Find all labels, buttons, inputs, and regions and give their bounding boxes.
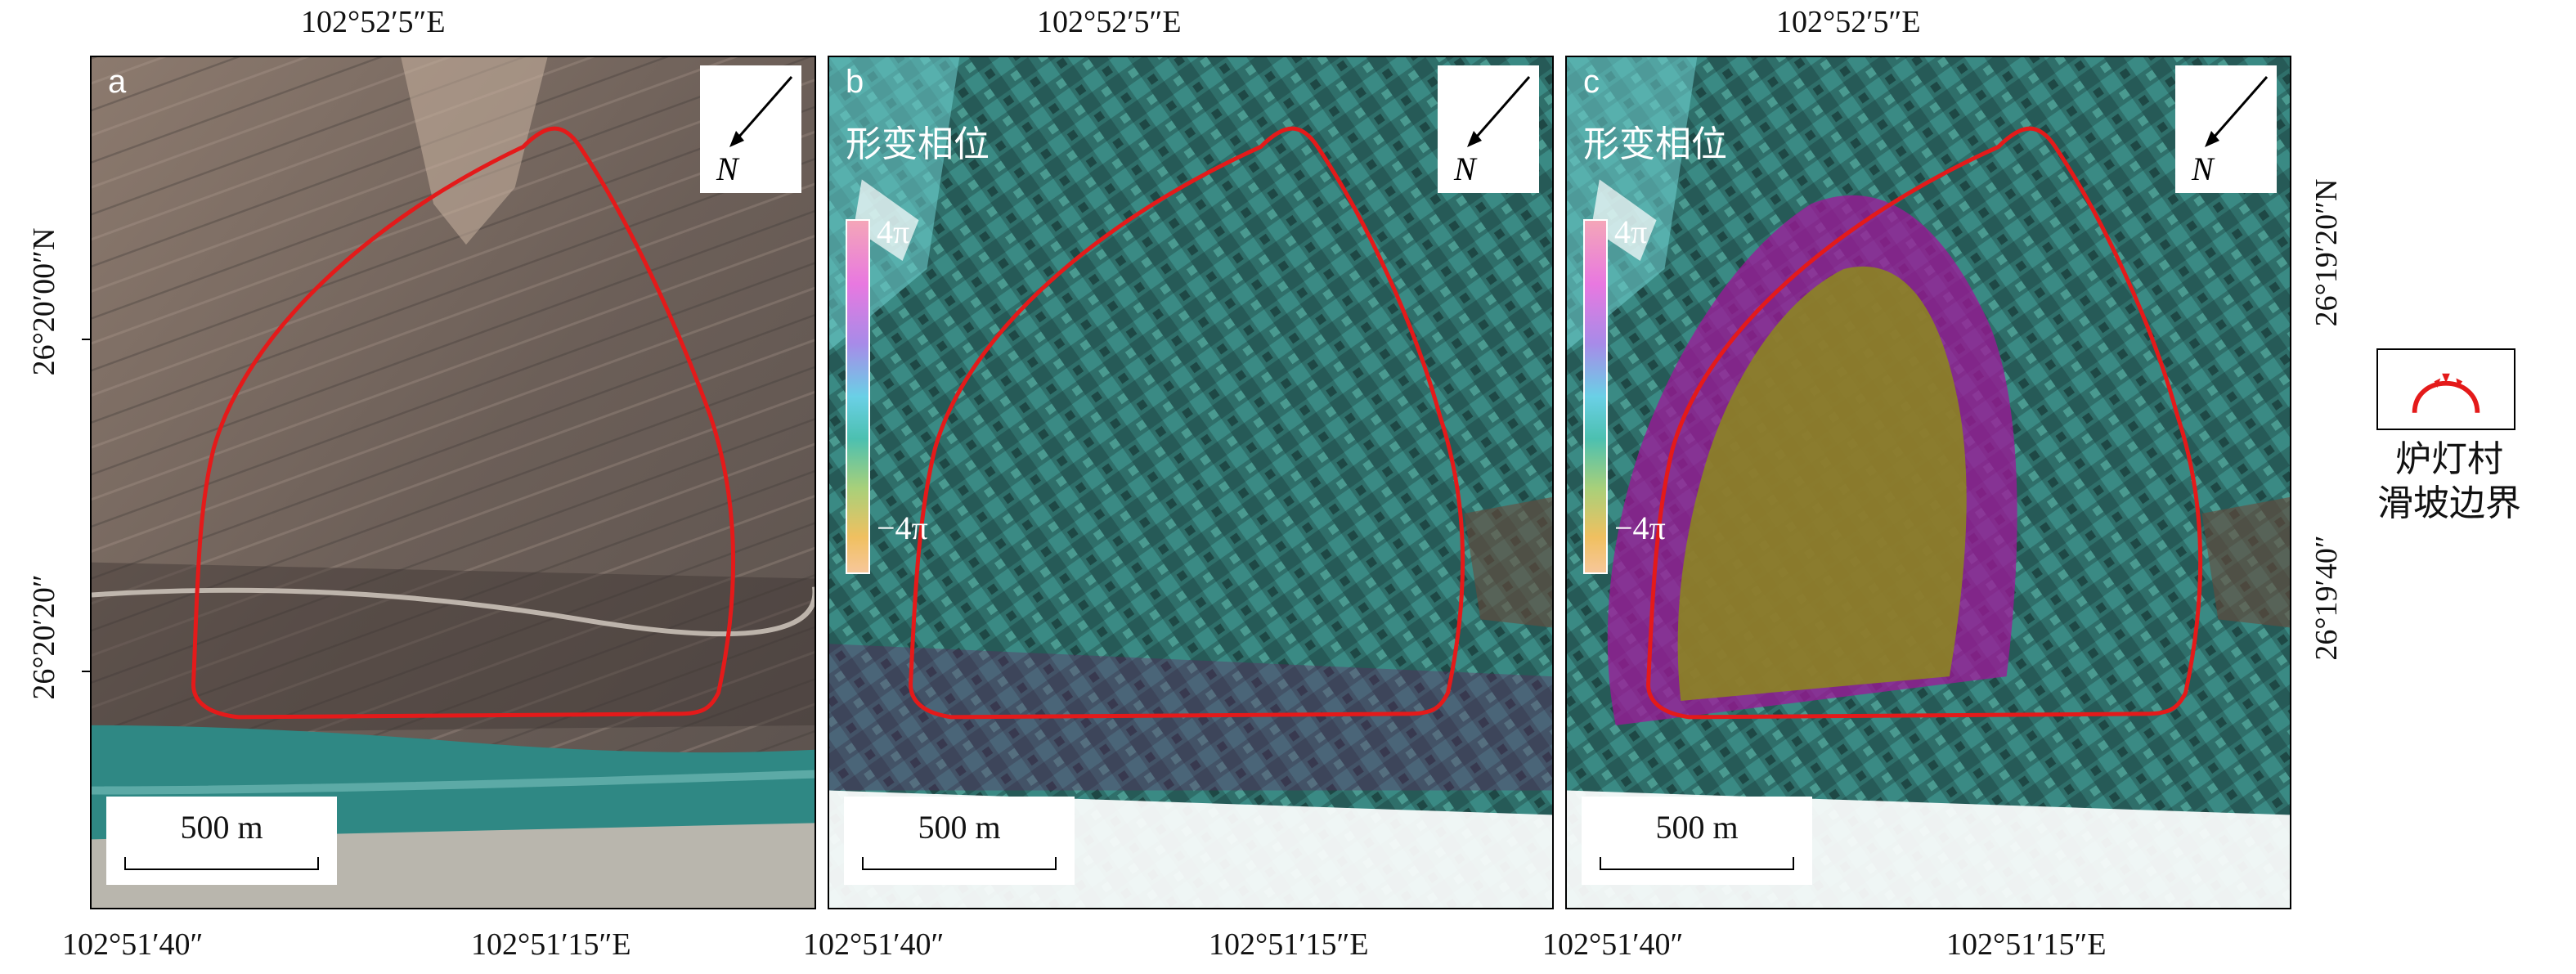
north-arrow-b: N	[1438, 65, 1539, 193]
scale-label-c: 500 m	[1655, 809, 1739, 846]
bottom-label-b-right: 102°51′15″E	[1209, 927, 1369, 962]
scale-bar-b: 500 m	[844, 797, 1075, 885]
svg-text:N: N	[1453, 150, 1478, 187]
landslide-boundary-b	[909, 126, 1465, 720]
top-label-b: 102°52′5″E	[1037, 5, 1182, 39]
legend-label-line1: 炉灯村	[2395, 438, 2503, 480]
colorbar-max-c: 4π	[1614, 213, 1648, 250]
north-arrow-icon: N	[2191, 76, 2269, 187]
boundary-legend-box	[2376, 348, 2515, 430]
panel-c-label: c	[1583, 64, 1600, 100]
scale-label-a: 500 m	[180, 809, 263, 846]
svg-text:N: N	[716, 150, 740, 187]
phase-colorbar-c	[1583, 219, 1608, 574]
panel-c-phase-map: c 形变相位 4π −4π N 500 m	[1565, 56, 2291, 909]
colorbar-max-b: 4π	[877, 213, 910, 250]
panel-a-satellite-image: a N 500 m	[90, 56, 816, 909]
north-arrow-icon: N	[716, 76, 793, 187]
panel-b-label: b	[846, 64, 864, 100]
phase-legend-title-c: 形变相位	[1583, 123, 1727, 165]
legend-label-line2: 滑坡边界	[2377, 483, 2521, 524]
landslide-boundary-c	[1646, 126, 2203, 720]
scale-bar-c: 500 m	[1582, 797, 1812, 885]
north-arrow-c: N	[2175, 65, 2277, 193]
phase-map-c	[1567, 57, 2290, 908]
right-axis-lower: 26°19′40″	[2309, 535, 2344, 661]
phase-legend-title-b: 形变相位	[846, 123, 990, 165]
landslide-boundary-a	[191, 126, 736, 720]
north-arrow-icon: N	[1453, 76, 1531, 187]
right-axis-upper: 26°19′20″N	[2309, 178, 2344, 327]
bottom-label-b-left: 102°51′40″	[803, 927, 945, 962]
phase-colorbar-b	[846, 219, 870, 574]
landslide-boundary-symbol-icon	[2412, 373, 2480, 413]
colorbar-min-b: −4π	[877, 509, 928, 546]
panel-a-label: a	[108, 64, 127, 100]
scale-line-c	[1600, 857, 1794, 870]
scale-line-b	[862, 857, 1057, 870]
north-arrow-a: N	[700, 65, 801, 193]
scale-line-a	[124, 857, 319, 870]
scale-bar-a: 500 m	[106, 797, 337, 885]
tick-left-upper	[82, 339, 92, 340]
panel-b-phase-map: b 形变相位 4π −4π N 500 m	[828, 56, 1554, 909]
tick-left-lower	[82, 671, 92, 672]
scale-label-b: 500 m	[918, 809, 1001, 846]
left-axis-lower: 26°20′20″	[27, 574, 61, 700]
top-label-c: 102°52′5″E	[1776, 5, 1921, 39]
bottom-label-c-right: 102°51′15″E	[1946, 927, 2107, 962]
bottom-label-c-left: 102°51′40″	[1542, 927, 1684, 962]
top-label-a: 102°52′5″E	[301, 5, 446, 39]
bottom-label-a-left: 102°51′40″	[62, 927, 204, 962]
svg-text:N: N	[2191, 150, 2215, 187]
bottom-label-a-right: 102°51′15″E	[471, 927, 631, 962]
colorbar-min-c: −4π	[1614, 509, 1666, 546]
left-axis-upper: 26°20′00″N	[27, 227, 61, 376]
